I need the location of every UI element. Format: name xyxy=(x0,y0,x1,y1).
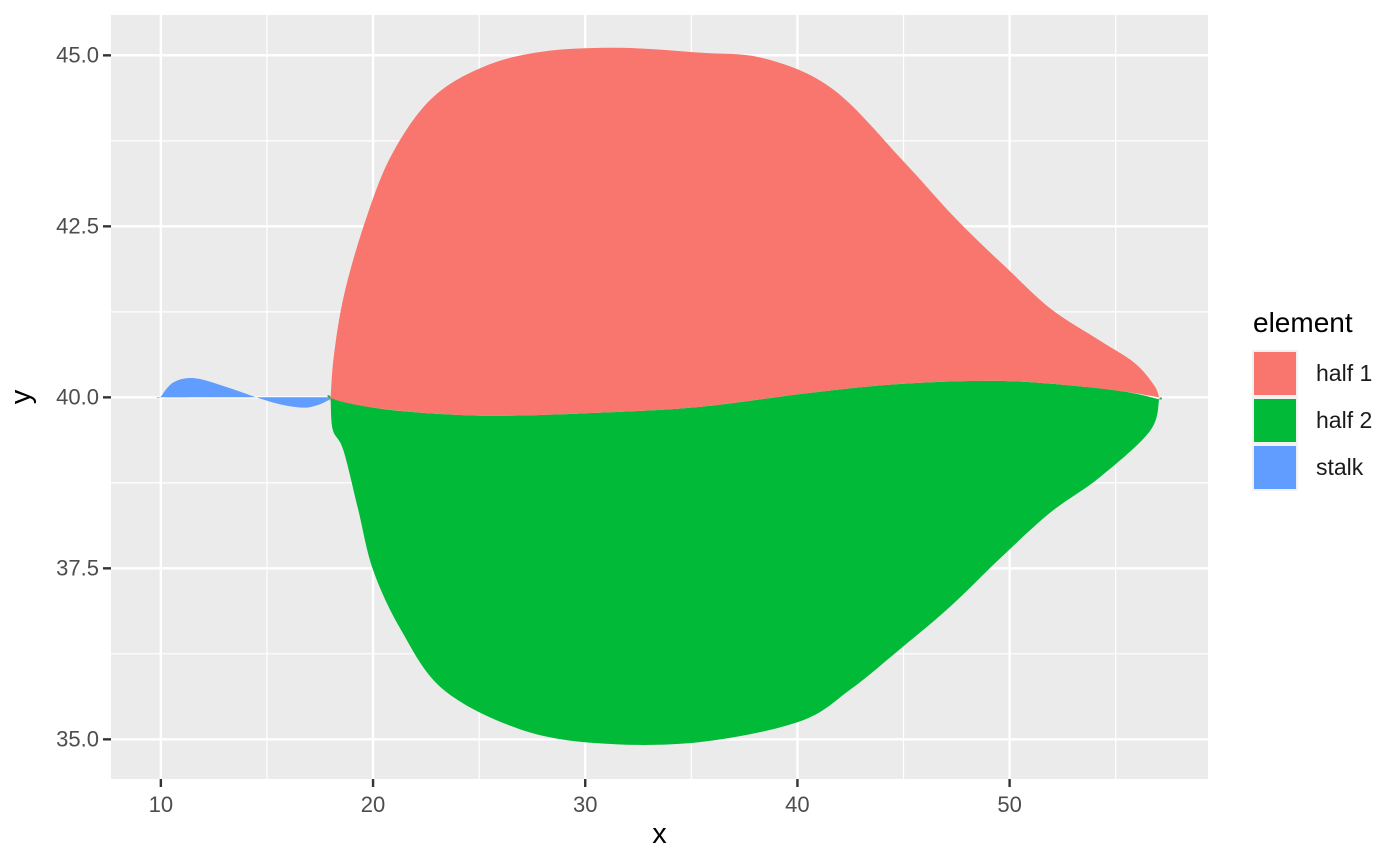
x-tick-label: 40 xyxy=(785,792,809,817)
x-tick-label: 20 xyxy=(361,792,385,817)
x-tick-label: 50 xyxy=(997,792,1021,817)
legend-key-swatch-stalk xyxy=(1254,446,1296,489)
legend-item-label: stalk xyxy=(1316,454,1364,480)
legend-key-swatch-half-2 xyxy=(1254,399,1296,442)
y-tick-label: 37.5 xyxy=(56,556,99,581)
y-tick-label: 45.0 xyxy=(56,43,99,68)
y-tick-label: 42.5 xyxy=(56,214,99,239)
legend-item-label: half 2 xyxy=(1316,407,1372,433)
x-axis-title: x xyxy=(652,818,667,850)
y-axis-title: y xyxy=(5,389,37,404)
area-stalk xyxy=(156,378,335,408)
x-tick-label: 30 xyxy=(573,792,597,817)
legend-item-label: half 1 xyxy=(1316,360,1372,386)
x-tick-label: 10 xyxy=(149,792,173,817)
area-half-2 xyxy=(327,380,1163,745)
y-tick-label: 40.0 xyxy=(56,385,99,410)
y-tick-label: 35.0 xyxy=(56,727,99,752)
legend-key-swatch-half-1 xyxy=(1254,352,1296,395)
legend-title: element xyxy=(1253,307,1353,338)
area-half-1 xyxy=(329,47,1162,416)
